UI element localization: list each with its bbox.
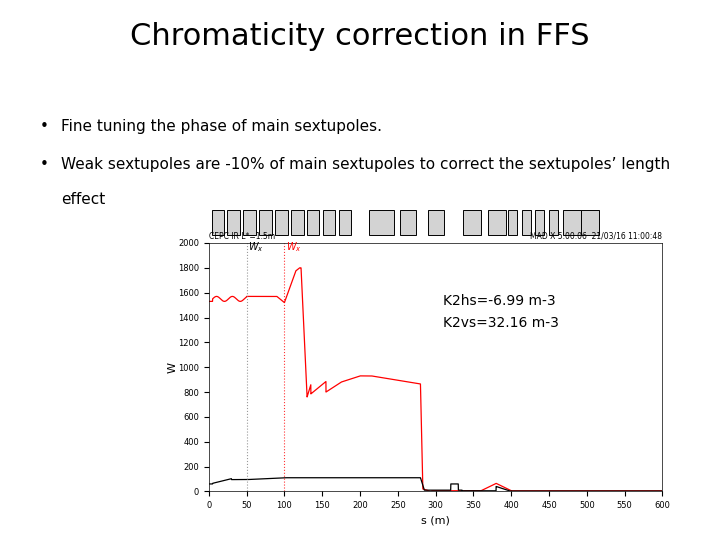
Bar	[536, 211, 544, 235]
X-axis label: s (m): s (m)	[421, 516, 450, 525]
Bar	[508, 211, 517, 235]
Text: $W_x$: $W_x$	[248, 240, 264, 254]
Bar	[549, 211, 558, 235]
Bar	[243, 211, 256, 235]
Text: K2hs=-6.99 m-3: K2hs=-6.99 m-3	[444, 294, 556, 308]
Bar	[369, 211, 394, 235]
Bar	[522, 211, 531, 235]
Bar	[212, 211, 224, 235]
Bar	[275, 211, 288, 235]
Text: Fine tuning the phase of main sextupoles.: Fine tuning the phase of main sextupoles…	[61, 119, 382, 134]
Text: •: •	[40, 157, 48, 172]
Bar	[562, 211, 581, 235]
Bar	[291, 211, 304, 235]
Text: CEPC IR L*=1.5m: CEPC IR L*=1.5m	[209, 232, 275, 240]
Bar	[338, 211, 351, 235]
Bar	[581, 211, 599, 235]
Bar	[307, 211, 320, 235]
Bar	[487, 211, 506, 235]
Bar	[323, 211, 336, 235]
Text: Weak sextupoles are -10% of main sextupoles to correct the sextupoles’ length: Weak sextupoles are -10% of main sextupo…	[61, 157, 670, 172]
Text: Chromaticity correction in FFS: Chromaticity correction in FFS	[130, 22, 590, 51]
Bar	[259, 211, 272, 235]
Text: $W_x$: $W_x$	[286, 240, 302, 254]
Text: W: W	[168, 362, 178, 373]
Bar	[228, 211, 240, 235]
Text: MAD X 5.00.06  21/03/16 11:00:48: MAD X 5.00.06 21/03/16 11:00:48	[531, 232, 662, 240]
Text: effect: effect	[61, 192, 105, 207]
Bar	[400, 211, 416, 235]
Bar	[428, 211, 444, 235]
Text: K2vs=32.16 m-3: K2vs=32.16 m-3	[444, 316, 559, 330]
Text: •: •	[40, 119, 48, 134]
Bar	[463, 211, 481, 235]
